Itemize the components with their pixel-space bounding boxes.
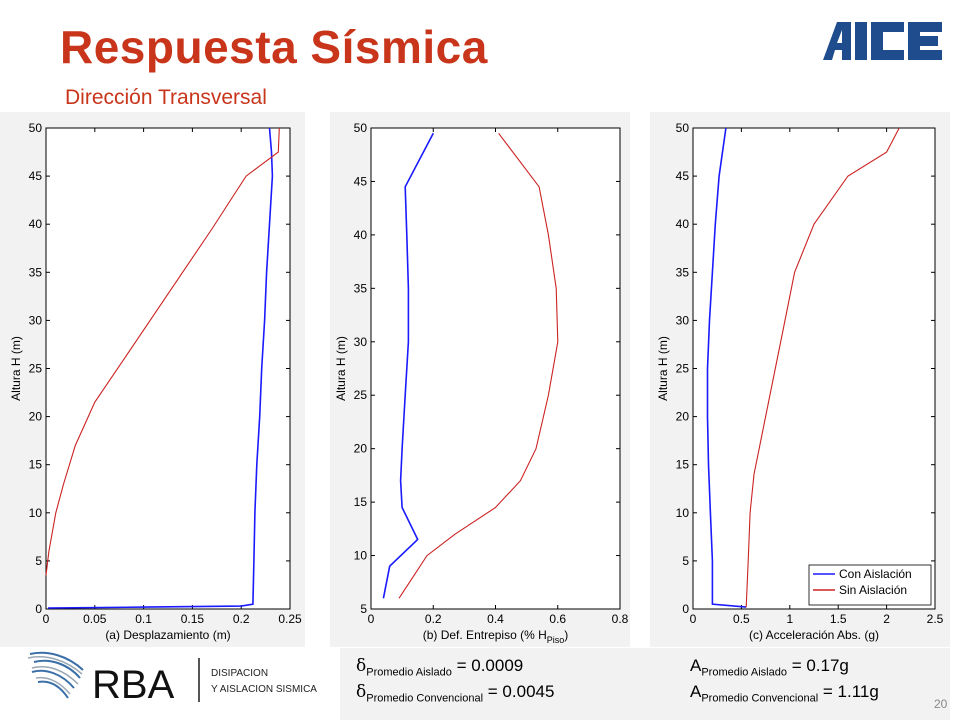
y-tick-label: 45 bbox=[676, 169, 690, 183]
rba-line2: Y AISLACION SISMICA bbox=[211, 684, 317, 695]
legend-label: Sin Aislación bbox=[839, 583, 907, 597]
y-tick-label: 20 bbox=[354, 442, 368, 456]
formula-symbol: δ bbox=[356, 682, 367, 702]
x-tick-label: 0.2 bbox=[425, 612, 442, 626]
y-tick-label: 5 bbox=[360, 602, 367, 616]
y-axis-label: Altura H (m) bbox=[9, 336, 23, 401]
y-tick-label: 40 bbox=[354, 228, 368, 242]
formula-symbol: A bbox=[690, 656, 702, 675]
x-axis-label: (b) Def. Entrepiso (% HPiso) bbox=[423, 628, 569, 645]
y-tick-label: 5 bbox=[35, 554, 42, 568]
x-tick-label: 2 bbox=[883, 612, 890, 626]
y-tick-label: 5 bbox=[682, 554, 689, 568]
y-tick-label: 45 bbox=[29, 169, 43, 183]
rba-logo: RBA DISIPACION Y AISLACION SISMICA bbox=[28, 651, 317, 707]
x-tick-label: 0 bbox=[368, 612, 375, 626]
x-tick-label: 0 bbox=[43, 612, 50, 626]
rba-line1: DISIPACION bbox=[211, 668, 268, 679]
x-tick-label: 0 bbox=[690, 612, 697, 626]
page-number: 20 bbox=[934, 697, 948, 711]
series-line bbox=[382, 132, 435, 599]
series-line bbox=[47, 127, 274, 609]
y-tick-label: 25 bbox=[354, 388, 368, 402]
x-tick-label: 0.25 bbox=[278, 612, 302, 626]
y-tick-label: 0 bbox=[35, 602, 42, 616]
legend-label: Con Aislación bbox=[839, 567, 912, 581]
formula-a-aislado: APromedio Aislado = 0.17g bbox=[690, 656, 849, 678]
formula-sub: Promedio Aislado bbox=[366, 666, 452, 679]
formula-value: = 1.11g bbox=[822, 682, 879, 701]
aice-logo bbox=[823, 22, 942, 60]
x-tick-label: 0.5 bbox=[733, 612, 750, 626]
formula-value: = 0.17g bbox=[791, 656, 849, 675]
y-tick-label: 10 bbox=[676, 506, 690, 520]
y-tick-label: 35 bbox=[29, 265, 43, 279]
x-tick-label: 0.05 bbox=[83, 612, 107, 626]
plot-area bbox=[370, 127, 621, 610]
formula-value: = 0.0009 bbox=[456, 656, 524, 675]
y-tick-label: 50 bbox=[676, 121, 690, 135]
y-tick-label: 30 bbox=[29, 313, 43, 327]
y-tick-label: 50 bbox=[29, 121, 43, 135]
series-line bbox=[706, 127, 747, 608]
series-line bbox=[45, 127, 280, 576]
y-tick-label: 20 bbox=[676, 410, 690, 424]
formula-sub: Promedio Convencional bbox=[366, 692, 484, 705]
y-tick-label: 30 bbox=[676, 313, 690, 327]
plot-area bbox=[692, 127, 936, 610]
y-tick-label: 20 bbox=[29, 410, 43, 424]
formula-a-convencional: APromedio Convencional = 1.11g bbox=[690, 682, 879, 704]
series-line bbox=[398, 132, 559, 599]
x-tick-label: 2.5 bbox=[927, 612, 944, 626]
x-tick-label: 0.4 bbox=[487, 612, 504, 626]
y-tick-label: 0 bbox=[682, 602, 689, 616]
formula-sub: Promedio Convencional bbox=[701, 692, 819, 705]
y-tick-label: 50 bbox=[354, 121, 368, 135]
y-tick-label: 15 bbox=[29, 458, 43, 472]
x-tick-label: 0.2 bbox=[233, 612, 250, 626]
x-axis-label: (c) Acceleración Abs. (g) bbox=[749, 628, 879, 642]
x-tick-label: 0.6 bbox=[549, 612, 566, 626]
y-tick-label: 30 bbox=[354, 335, 368, 349]
x-tick-label: 0.15 bbox=[181, 612, 205, 626]
series-line bbox=[745, 127, 900, 608]
formula-value: = 0.0045 bbox=[487, 682, 555, 701]
slide-subtitle: Dirección Transversal bbox=[65, 86, 267, 109]
x-tick-label: 1 bbox=[786, 612, 793, 626]
plot-area bbox=[45, 127, 291, 610]
y-tick-label: 35 bbox=[354, 281, 368, 295]
x-axis-label-sub: Piso bbox=[547, 635, 565, 645]
formula-symbol: A bbox=[690, 682, 702, 701]
y-tick-label: 10 bbox=[29, 506, 43, 520]
y-tick-label: 15 bbox=[354, 495, 368, 509]
x-tick-label: 0.1 bbox=[135, 612, 152, 626]
formula-delta-aislado: δPromedio Aislado = 0.0009 bbox=[356, 656, 523, 678]
formula-sub: Promedio Aislado bbox=[701, 666, 787, 679]
x-axis-label-end: ) bbox=[564, 628, 568, 642]
rba-mark: RBA bbox=[92, 663, 175, 707]
y-tick-label: 35 bbox=[676, 265, 690, 279]
y-tick-label: 10 bbox=[354, 549, 368, 563]
slide-title: Respuesta Sísmica bbox=[60, 21, 488, 73]
formula-band bbox=[340, 648, 950, 720]
y-tick-label: 25 bbox=[676, 362, 690, 376]
y-tick-label: 25 bbox=[29, 362, 43, 376]
y-axis-label: Altura H (m) bbox=[656, 336, 670, 401]
formula-delta-convencional: δPromedio Convencional = 0.0045 bbox=[356, 682, 554, 704]
y-tick-label: 40 bbox=[29, 217, 43, 231]
x-axis-label: (a) Desplazamiento (m) bbox=[105, 628, 230, 642]
x-tick-label: 0.8 bbox=[612, 612, 629, 626]
y-tick-label: 40 bbox=[676, 217, 690, 231]
y-tick-label: 45 bbox=[354, 174, 368, 188]
formula-symbol: δ bbox=[356, 656, 367, 676]
legend-box bbox=[808, 564, 932, 606]
y-axis-label: Altura H (m) bbox=[334, 336, 348, 401]
x-tick-label: 1.5 bbox=[830, 612, 847, 626]
y-tick-label: 15 bbox=[676, 458, 690, 472]
